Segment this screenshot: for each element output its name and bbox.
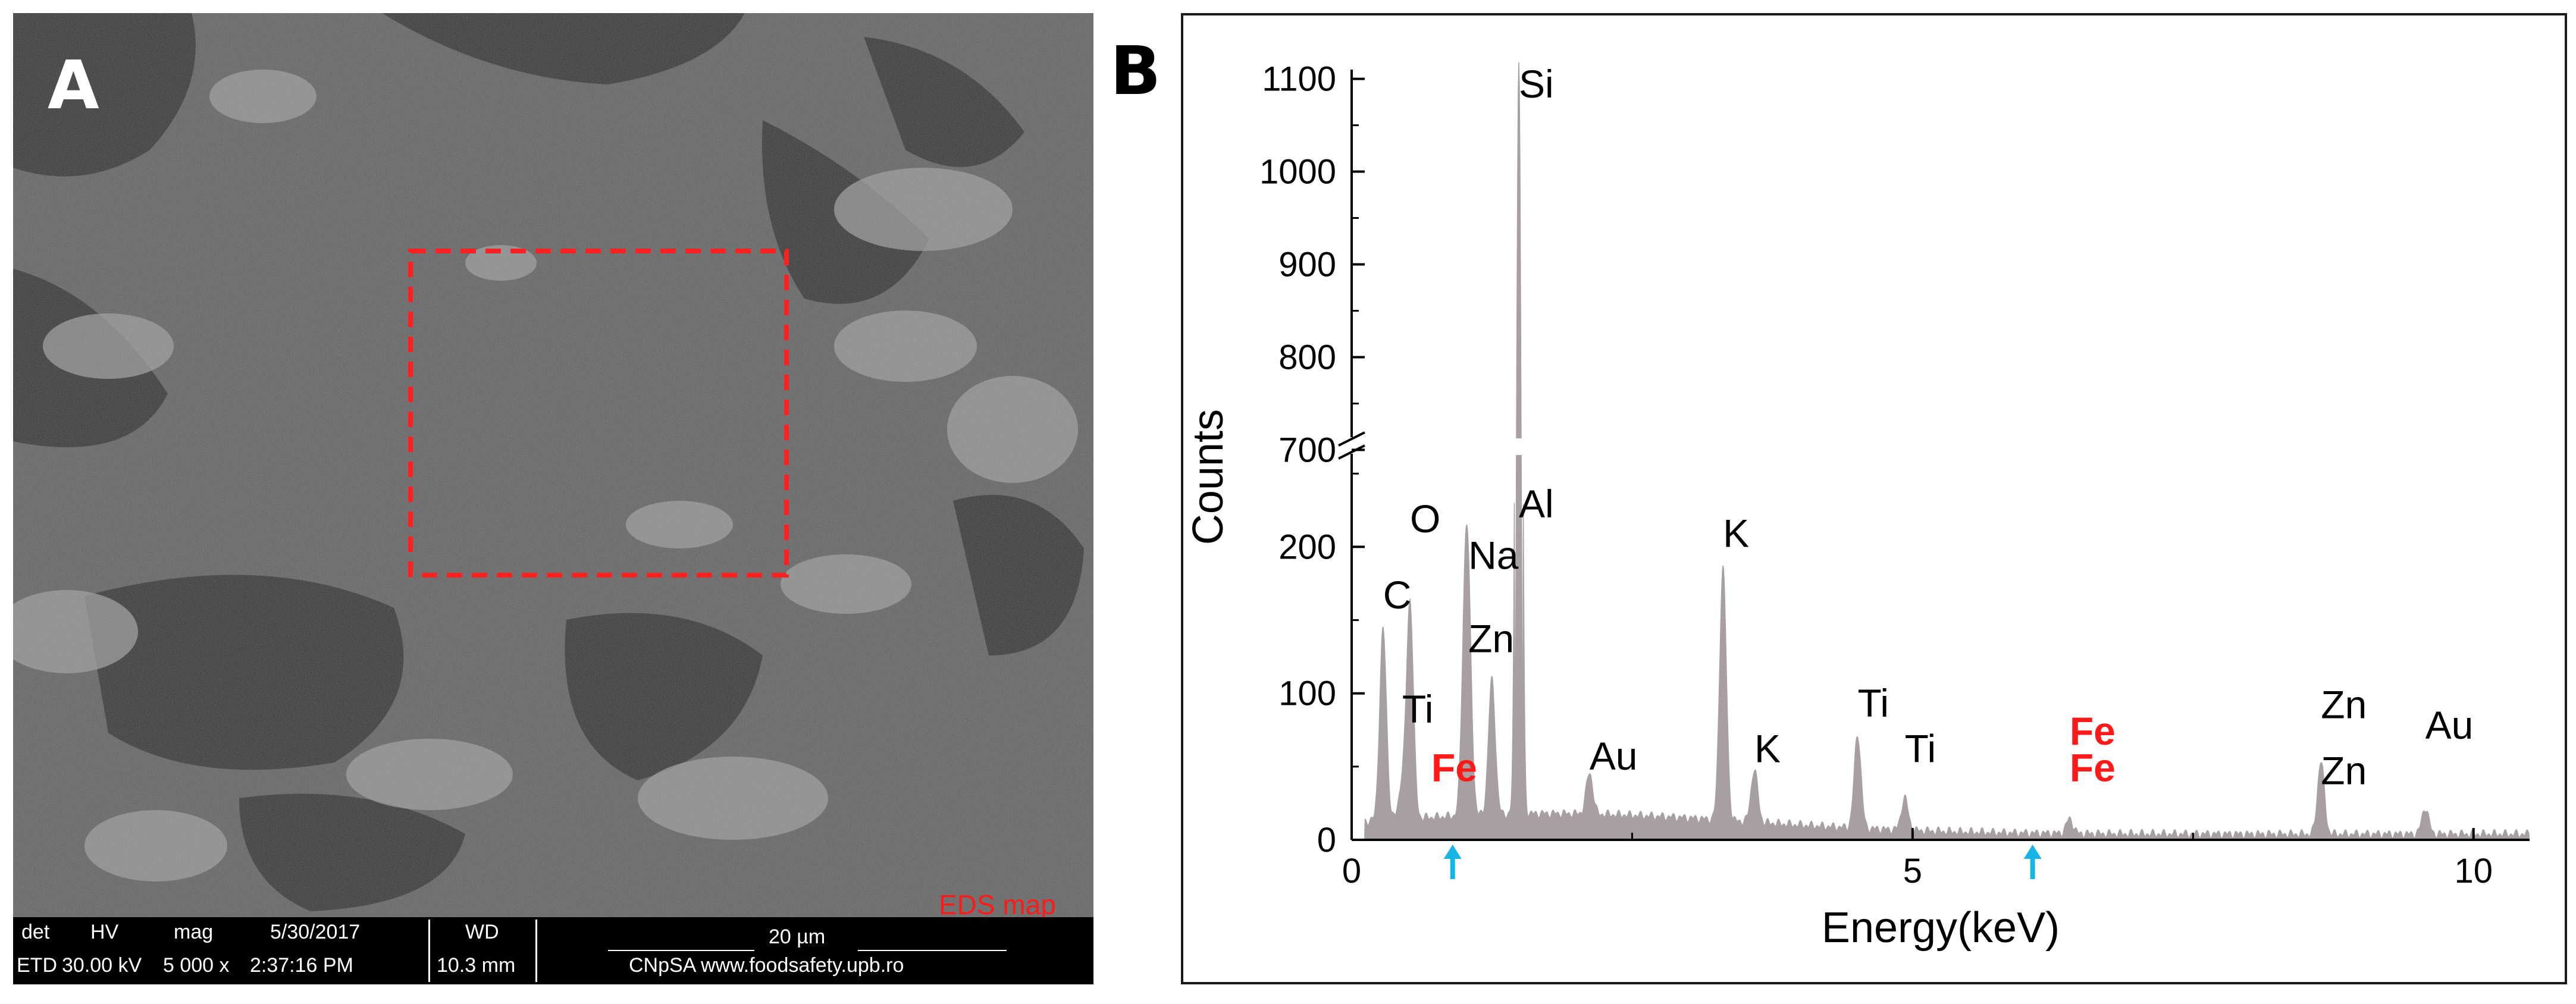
peak-label: Zn: [1468, 617, 1514, 661]
peak-label: O: [1410, 497, 1440, 541]
date-value: 5/30/2017: [270, 921, 361, 943]
x-tick-label: 5: [1903, 852, 1922, 890]
peak-label: K: [1723, 511, 1749, 555]
axis-break-gap: [1334, 438, 2536, 455]
peak-label: Fe: [2070, 709, 2116, 753]
time-value: 2:37:16 PM: [250, 954, 353, 977]
scale-bar-label: 20 µm: [769, 925, 826, 948]
peak-label: Ti: [1402, 687, 1434, 731]
y-tick-label: 0: [1317, 821, 1336, 859]
x-tick-label: 10: [2454, 852, 2493, 890]
up-arrow-icon: [2023, 845, 2042, 879]
panel-label-b: B: [1110, 33, 1161, 110]
y-tick-label: 800: [1278, 338, 1336, 376]
x-tick-label: 0: [1342, 852, 1361, 890]
y-tick-label: 900: [1278, 246, 1336, 284]
eds-spectrum-chart: 0 100 200 700 800 900 1000 1100 0 5 10 Energy(keV) C…: [1184, 60, 2536, 952]
det-value: ETD: [17, 954, 57, 977]
scale-bar-right: [858, 950, 1007, 951]
peak-label: Al: [1519, 482, 1554, 526]
y-tick-label: 200: [1278, 528, 1336, 566]
y-tick-label: 100: [1278, 674, 1336, 713]
wd-label: WD: [465, 921, 499, 943]
eds-map-label: EDS map: [939, 889, 1056, 920]
sem-micrograph: [13, 13, 1093, 917]
chart-frame: [1181, 13, 2567, 984]
y-tick-label: 1100: [1262, 60, 1336, 99]
spectrum-area: [1357, 62, 2530, 840]
peak-label: Au: [2425, 703, 2474, 747]
peak-label: Fe: [2070, 745, 2116, 789]
peak-label: Au: [1590, 734, 1638, 778]
institution-text: CNpSA www.foodsafety.upb.ro: [629, 954, 904, 977]
peak-label: Ti: [1905, 726, 1936, 770]
sem-image-panel: EDS map det ETD HV 30.00 kV mag 5 000 x …: [13, 13, 1093, 984]
peak-label: K: [1754, 726, 1781, 770]
mag-value: 5 000 x: [163, 954, 230, 977]
y-tick-label: 1000: [1259, 153, 1336, 192]
wd-value: 10.3 mm: [437, 954, 516, 977]
databar-separator: [535, 920, 537, 982]
y-tick-label: 700: [1278, 431, 1336, 469]
mag-label: mag: [174, 921, 214, 943]
up-arrow-icon: [1443, 845, 1462, 879]
panel-label-a: A: [48, 47, 99, 124]
peak-label: Ti: [1857, 681, 1889, 725]
peak-label: Zn: [2321, 748, 2367, 792]
peak-label: Zn: [2321, 683, 2367, 727]
peak-label: Si: [1519, 62, 1554, 106]
databar-separator: [428, 920, 430, 982]
y-axis-title: Counts: [1184, 409, 1232, 545]
sem-texture-overlay: [13, 13, 1093, 917]
peak-label: Na: [1468, 533, 1519, 577]
axis-break-mark: [1338, 431, 1365, 447]
peak-label: C: [1383, 573, 1412, 617]
det-label: det: [21, 921, 50, 943]
hv-value: 30.00 kV: [62, 954, 142, 977]
peak-label: Fe: [1431, 745, 1477, 789]
eds-selection-box: [408, 249, 789, 578]
sem-data-bar: det ETD HV 30.00 kV mag 5 000 x 5/30/201…: [13, 917, 1093, 984]
x-axis-title: Energy(keV): [1822, 904, 2060, 952]
scale-bar-left: [608, 950, 754, 951]
hv-label: HV: [90, 921, 119, 943]
axis-break-mark: [1338, 444, 1365, 460]
